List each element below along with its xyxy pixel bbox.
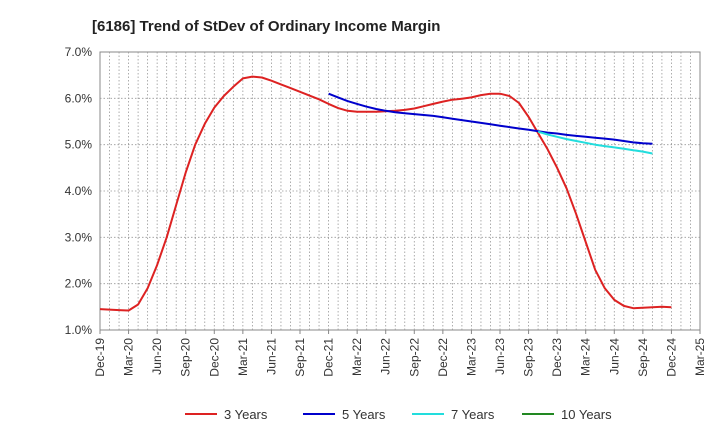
x-tick-label: Mar-22 [350,338,364,376]
y-tick-label: 4.0% [65,184,93,198]
grid-lines [100,52,700,330]
y-tick-label: 3.0% [65,230,93,244]
y-tick-label: 2.0% [65,277,93,291]
legend-label: 5 Years [342,407,386,422]
series-line-5-years [328,92,653,145]
x-tick-label: Mar-21 [236,338,250,376]
plot-area [99,51,701,331]
x-tick-label: Dec-22 [436,338,450,377]
series-line-7-years [537,130,653,155]
x-tick-label: Dec-20 [207,338,221,377]
x-tick-label: Jun-20 [150,338,164,375]
plot-frame [99,51,701,331]
x-tick-label: Mar-25 [693,338,707,376]
x-tick-label: Sep-23 [522,338,536,377]
legend: 3 Years 5 Years 7 Years 10 Years [185,407,612,422]
legend-label: 10 Years [561,407,612,422]
x-tick-label: Sep-24 [636,338,650,377]
x-tick-label: Sep-21 [293,338,307,377]
y-tick-label: 7.0% [65,45,93,59]
x-tick-label: Jun-22 [379,338,393,375]
x-axis-ticks: Dec-19 Mar-20 Jun-20 Sep-20 Dec-20 Mar-21 Jun-… [93,330,707,377]
x-tick-label: Jun-24 [607,338,621,375]
x-tick-label: Sep-20 [179,338,193,377]
legend-label: 7 Years [451,407,495,422]
x-tick-label: Dec-23 [550,338,564,377]
legend-label: 3 Years [224,407,268,422]
x-tick-label: Dec-19 [93,338,107,377]
chart-title: [6186] Trend of StDev of Ordinary Income… [92,18,440,35]
x-tick-label: Mar-23 [464,338,478,376]
y-tick-label: 5.0% [65,138,93,152]
y-axis-ticks: 1.0% 2.0% 3.0% 4.0% 5.0% 6.0% 7.0% [65,45,93,337]
x-tick-label: Dec-24 [664,338,678,377]
x-tick-label: Jun-21 [264,338,278,375]
x-tick-label: Dec-21 [322,338,336,377]
x-tick-label: Mar-20 [122,338,136,376]
x-tick-label: Jun-23 [493,338,507,375]
y-tick-label: 1.0% [65,323,93,337]
y-tick-label: 6.0% [65,91,93,105]
series-lines [99,75,672,312]
x-tick-label: Sep-22 [407,338,421,377]
x-tick-label: Mar-24 [579,338,593,376]
